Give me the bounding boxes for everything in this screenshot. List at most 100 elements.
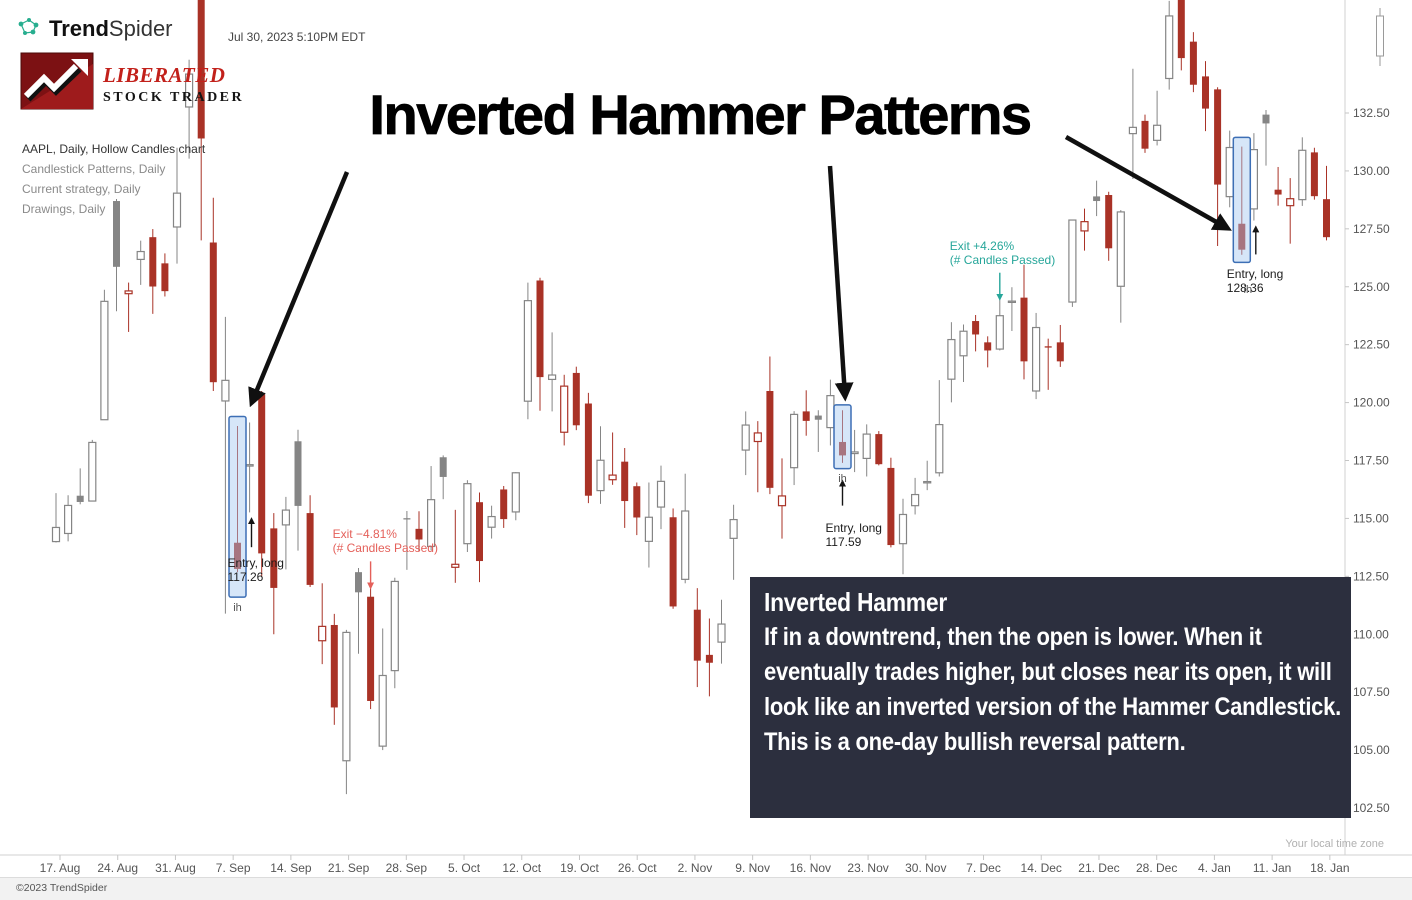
- candle: [1310, 147, 1318, 200]
- candle: [995, 296, 1004, 351]
- time-axis-label: 11. Jan: [1253, 861, 1291, 875]
- candle: [172, 147, 182, 264]
- candle: [185, 59, 194, 159]
- candle: [1286, 178, 1295, 244]
- candle: [88, 439, 97, 502]
- brand-spider: Spider: [108, 16, 173, 41]
- price-axis-label: 107.50: [1353, 685, 1390, 699]
- candle: [281, 496, 290, 570]
- title-arrow-2: [827, 165, 854, 402]
- candle: [76, 468, 84, 505]
- time-axis-label: 5. Oct: [448, 861, 481, 875]
- time-axis-label: 17. Aug: [40, 861, 81, 875]
- candle: [161, 253, 169, 297]
- candle: [875, 431, 883, 466]
- candle: [500, 485, 508, 528]
- time-axis-label: 23. Nov: [847, 861, 888, 875]
- candle: [476, 492, 483, 583]
- candle: [439, 455, 447, 500]
- liberated-stock-trader-logo: LIBERATED STOCK TRADER: [20, 52, 244, 110]
- candle: [1238, 146, 1246, 255]
- candle: [100, 289, 109, 421]
- candle: [1020, 264, 1028, 380]
- candle: [839, 410, 846, 463]
- time-axis-label: 24. Aug: [97, 861, 138, 875]
- candle: [1080, 208, 1089, 251]
- candle: [972, 315, 980, 352]
- candle: [149, 229, 157, 314]
- candle: [705, 618, 713, 697]
- candle: [1323, 165, 1330, 241]
- candle: [802, 390, 810, 436]
- candle: [415, 511, 423, 552]
- candle: [1128, 68, 1138, 180]
- pattern-highlight-box-1[interactable]: [228, 415, 247, 598]
- liberated-logo-icon: [20, 52, 94, 110]
- candle: [1031, 312, 1041, 400]
- time-axis-label: 19. Oct: [560, 861, 599, 875]
- candle: [1105, 191, 1113, 261]
- candle: [681, 473, 690, 584]
- time-axis-label: 9. Nov: [735, 861, 770, 875]
- candle: [1056, 324, 1064, 367]
- candle: [1202, 61, 1209, 132]
- candle: [270, 513, 278, 635]
- candle: [294, 429, 302, 551]
- candle: [814, 410, 822, 452]
- legend-drawings-row[interactable]: Drawings, Daily: [22, 202, 106, 216]
- candle: [862, 424, 871, 477]
- time-axis-label: 7. Sep: [216, 861, 251, 875]
- candle: [124, 282, 133, 332]
- timezone-note[interactable]: Your local time zone: [1285, 838, 1384, 850]
- pattern-highlight-box-2[interactable]: [833, 404, 852, 470]
- candle: [511, 472, 520, 521]
- pattern-info-box: Inverted Hammer If in a downtrend, then …: [750, 577, 1351, 818]
- candle: [221, 316, 230, 614]
- time-axis-label: 31. Aug: [155, 861, 196, 875]
- candle: [923, 460, 932, 491]
- time-axis-label: 30. Nov: [905, 861, 946, 875]
- legend-strategy-row[interactable]: Current strategy, Daily: [22, 182, 141, 196]
- candle: [959, 324, 968, 382]
- time-axis-label: 2. Nov: [678, 861, 713, 875]
- candle: [766, 356, 774, 495]
- candle: [887, 457, 895, 548]
- time-axis-label: 21. Sep: [328, 861, 370, 875]
- legend-symbol-row[interactable]: AAPL, Daily, Hollow Candles chart: [22, 142, 206, 156]
- candle: [536, 277, 544, 411]
- candle: [403, 511, 411, 570]
- candle: [656, 465, 666, 530]
- candle: [209, 197, 217, 392]
- candle: [1274, 166, 1282, 206]
- legend-patterns-row[interactable]: Candlestick Patterns, Daily: [22, 162, 166, 176]
- trendspider-logo-icon: [18, 18, 39, 35]
- chart-legend: AAPL, Daily, Hollow Candles chart Candle…: [22, 139, 205, 219]
- candle: [547, 332, 557, 412]
- price-axis-label: 122.50: [1353, 338, 1390, 352]
- candle: [898, 498, 908, 575]
- time-axis-label: 16. Nov: [790, 861, 831, 875]
- candle: [355, 567, 362, 654]
- candle: [608, 432, 617, 485]
- time-axis-label: 4. Jan: [1198, 861, 1231, 875]
- candle: [1141, 114, 1149, 153]
- title-arrow-1: [248, 171, 350, 408]
- candle: [1116, 210, 1125, 323]
- candle: [741, 411, 750, 476]
- candle: [1093, 180, 1101, 217]
- candle: [789, 411, 799, 486]
- candle: [1189, 32, 1197, 93]
- time-axis-label: 14. Dec: [1021, 861, 1062, 875]
- candle: [1068, 219, 1077, 307]
- candle: [1007, 287, 1017, 331]
- candle: [136, 240, 145, 285]
- pattern-highlight-box-3[interactable]: [1232, 136, 1252, 264]
- candle: [463, 480, 472, 553]
- price-axis-label: 130.00: [1353, 164, 1390, 178]
- candle: [367, 585, 375, 710]
- candle: [1177, 0, 1185, 71]
- price-axis-label: 127.50: [1353, 222, 1390, 236]
- brand-trend: Trend: [49, 16, 109, 41]
